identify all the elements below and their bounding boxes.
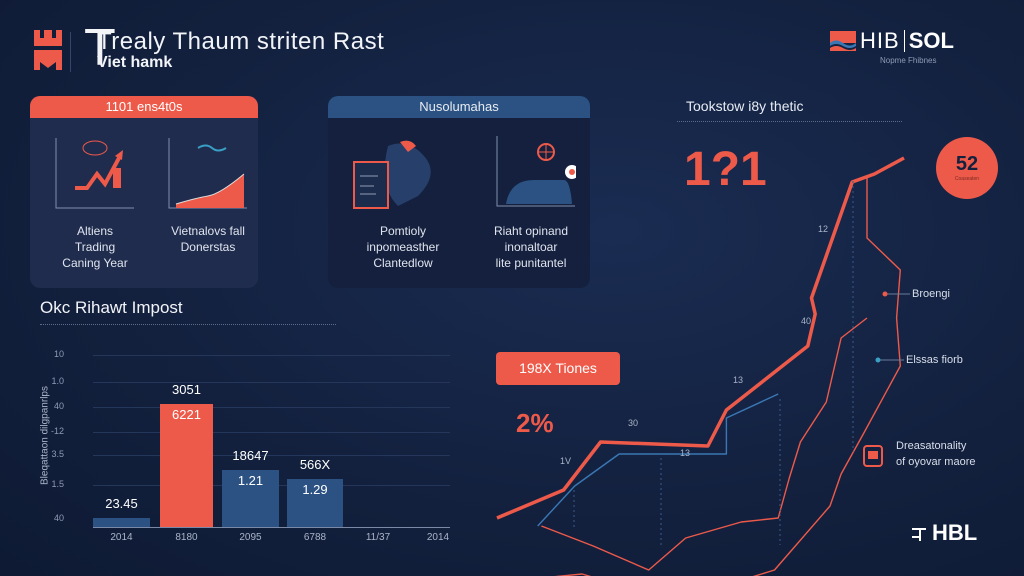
rising-chart-icon (55, 138, 134, 209)
label-a: Broengi (912, 288, 950, 300)
brand-logo-icon (34, 30, 62, 70)
badge-value: 52 (955, 153, 979, 175)
area-chart-icon (168, 138, 247, 209)
bar (93, 518, 150, 527)
callout-dot (882, 291, 888, 297)
header-divider (70, 32, 71, 72)
callout-dot (875, 357, 881, 363)
bar-section-divider (40, 324, 336, 325)
bar-inner-label: 1.29 (302, 482, 328, 497)
gridline (93, 455, 450, 456)
y-tick-label: 40 (53, 513, 64, 523)
caption-2: Pomtioly inpomeasther Clantedlow (366, 224, 440, 270)
footer-logo-text: HBL (932, 520, 978, 545)
panel-left: 1101 ens4t0s Altiens Trading Caning Year V… (30, 96, 258, 288)
x-tick-label: 11/37 (365, 532, 391, 543)
bar-value-label: 566X (299, 457, 331, 472)
percent-stat: 2% (516, 408, 554, 438)
brand-tagline: Nopme Fhibnes (880, 56, 937, 65)
caption-3: Riaht opinand inonaltoar lite punitantel (493, 224, 569, 270)
bar-value-label: 18647 (232, 448, 269, 463)
point-label: 12 (818, 224, 829, 234)
x-axis (93, 527, 450, 528)
page-subtitle: Viet hamk (97, 54, 173, 71)
line-series-0 (496, 156, 905, 520)
brand-name-left: HIB (860, 28, 900, 53)
brand-name-right: SOL (908, 28, 954, 53)
y-tick-label: 3.5 (51, 449, 64, 459)
bar (222, 470, 279, 527)
panel-right-header: Nusolumahas (328, 96, 590, 118)
globe-hill-icon (496, 136, 576, 207)
title-initial: T (84, 19, 116, 77)
bar-inner-label: 1.21 (237, 473, 264, 488)
gridline (93, 382, 450, 383)
brand-lockup: HIB SOL (830, 28, 954, 54)
line-section-divider (677, 121, 902, 122)
point-label: 30 (628, 418, 639, 428)
gridline (93, 355, 450, 356)
gridline (93, 407, 450, 408)
y-tick-label: 40 (53, 401, 64, 411)
point-label: 40 (801, 316, 812, 326)
x-tick-label: 2014 (110, 532, 133, 543)
portfolio-illustration-icon (353, 140, 431, 209)
x-tick-label: 2095 (239, 532, 262, 543)
bar (287, 479, 343, 527)
point-label: 13 (733, 375, 744, 385)
brand-divider (903, 30, 905, 52)
wave-logo-icon (830, 31, 856, 51)
caption-1: Vietnalovs fall Donerstas (171, 224, 245, 254)
y-tick-label: -12 (50, 426, 64, 436)
bar-value-label: 23.45 (105, 496, 138, 511)
footer-logo: HBL (910, 520, 977, 546)
tag-badge: 198X Tiones (496, 352, 620, 385)
label-c1: Dreasatonality (896, 440, 967, 452)
y-tick-label: 1.5 (51, 479, 64, 489)
x-tick-label: 8180 (175, 532, 198, 543)
device-icon (863, 445, 883, 467)
y-tick-label: 1.0 (51, 376, 64, 386)
line-series-1 (537, 393, 779, 527)
x-tick-label: 6788 (303, 532, 327, 543)
footer-logo-icon (912, 528, 926, 541)
line-series-2 (554, 178, 901, 576)
bar (160, 404, 213, 527)
caption-0: Altiens Trading Caning Year (62, 224, 128, 270)
label-b: Elssas fiorb (906, 354, 963, 366)
panel-left-header: 1101 ens4t0s (30, 96, 258, 118)
stat-badge: 52 Coaseaten (936, 137, 998, 199)
bar-section-title: Okc Rihawt Impost (40, 298, 183, 317)
big-stat: 1?1 (684, 143, 767, 196)
x-tick-label: 2014 (426, 532, 450, 543)
page-title: Trealy Thaum striten Rast (97, 28, 385, 55)
line-series-3 (541, 317, 868, 571)
point-label: 13 (680, 448, 691, 458)
panel-right: Nusolumahas Pomtioly inpomeasther Clantedl… (328, 96, 590, 288)
badge-sub: Coaseaten (954, 176, 980, 182)
gridline (93, 432, 450, 433)
bar-value-label: 3051 (172, 382, 201, 397)
line-section-title: Tookstow i8y thetic (686, 98, 804, 114)
label-c2: of oyovar maore (896, 456, 976, 468)
point-label: 1V (560, 456, 572, 466)
y-tick-label: 10 (53, 349, 64, 359)
bar-inner-label: 6221 (172, 407, 201, 422)
